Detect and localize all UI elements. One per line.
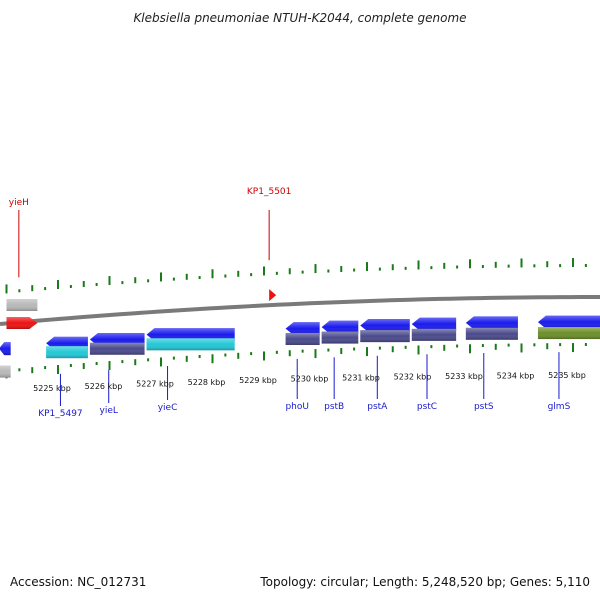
scale-tick-label: 5230 kbp <box>291 375 329 384</box>
feature-shading <box>46 346 88 359</box>
scale-tick-label: 5233 kbp <box>445 372 483 381</box>
gene-kp1-5501 <box>269 289 277 302</box>
scale-tick-label: 5231 kbp <box>342 373 380 382</box>
feature-shading <box>465 327 518 340</box>
feature-shading <box>360 330 410 343</box>
gene-shading <box>411 317 457 331</box>
gene-label-kp1-5497: KP1_5497 <box>38 409 82 419</box>
accession-text: Accession: NC_012731 <box>10 575 146 589</box>
gene-shading <box>6 299 38 312</box>
gene-shading <box>89 332 145 346</box>
scale-tick-label: 5234 kbp <box>497 371 535 380</box>
gene-label-psta: pstA <box>367 402 388 412</box>
scale-tick-label: 5227 kbp <box>136 380 174 389</box>
scale-tick-label: 5228 kbp <box>188 378 226 387</box>
gene-shading <box>321 320 359 334</box>
feature-shading <box>89 342 145 355</box>
feature-shading <box>411 328 457 341</box>
genome-backbone <box>0 295 600 326</box>
genome-summary-text: Topology: circular; Length: 5,248,520 bp… <box>259 575 590 589</box>
scale-tick-label: 5225 kbp <box>33 384 71 393</box>
gene-shading <box>465 316 518 330</box>
feature-track <box>46 327 600 359</box>
gene-shading <box>0 365 11 378</box>
feature-shading <box>285 332 320 345</box>
feature-shading <box>146 338 235 351</box>
gene-label-yiec: yieC <box>158 403 178 413</box>
scale-tick-label: 5226 kbp <box>85 382 123 391</box>
tick-marks-top <box>5 258 587 294</box>
gene-labels: yieH KP1_5501 KP1_5497 yieL yieC phoU pstB pstA… <box>9 187 571 419</box>
gene-label-yieh: yieH <box>9 198 29 208</box>
gene-label-glms: glmS <box>548 402 571 412</box>
scale-tick-label: 5235 kbp <box>548 371 586 380</box>
gene-label-psts: pstS <box>474 402 494 412</box>
scale-tick-label: 5232 kbp <box>394 372 432 381</box>
gene-shading <box>537 315 600 329</box>
gene-label-kp1-5501: KP1_5501 <box>247 187 291 197</box>
gene-shading <box>0 342 11 356</box>
backbone-line <box>0 295 600 326</box>
feature-shading <box>321 331 359 344</box>
genes-forward-strand <box>6 289 277 330</box>
page-title: Klebsiella pneumoniae NTUH-K2044, comple… <box>133 11 466 25</box>
feature-shading <box>537 327 600 340</box>
gene-shading <box>146 328 235 342</box>
scale-tick-label: 5229 kbp <box>239 376 277 385</box>
gene-shading <box>360 318 410 332</box>
genes-reverse-strand <box>0 315 600 378</box>
gene-label-pstc: pstC <box>417 402 437 412</box>
gene-label-phou: phoU <box>285 402 309 412</box>
scale-labels: 5225 kbp 5226 kbp 5227 kbp 5228 kbp 5229 kbp… <box>33 371 586 393</box>
gene-label-pstb: pstB <box>324 402 344 412</box>
gene-shading <box>6 317 38 330</box>
gene-shading <box>285 322 320 336</box>
gene-label-yiel: yieL <box>100 406 118 416</box>
